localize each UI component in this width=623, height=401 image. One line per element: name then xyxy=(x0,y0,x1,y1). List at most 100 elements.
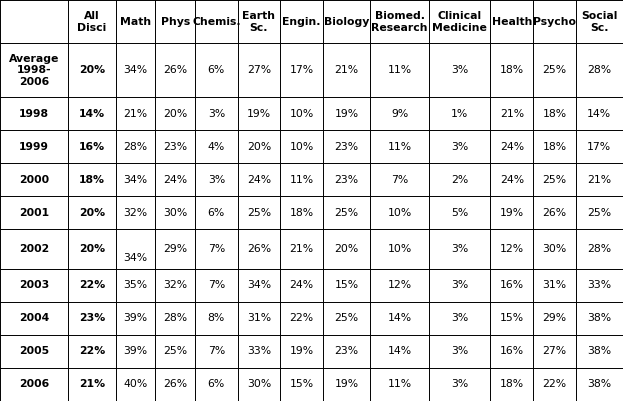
Text: 7%: 7% xyxy=(207,280,225,290)
Text: 2003: 2003 xyxy=(19,280,49,290)
Text: 7%: 7% xyxy=(391,175,408,185)
Text: 3%: 3% xyxy=(207,109,225,119)
Text: 12%: 12% xyxy=(388,280,412,290)
Text: 10%: 10% xyxy=(290,142,314,152)
Text: 18%: 18% xyxy=(79,175,105,185)
Text: 40%: 40% xyxy=(123,379,148,389)
Text: 29%: 29% xyxy=(542,313,566,323)
Text: 18%: 18% xyxy=(290,208,313,218)
Text: 12%: 12% xyxy=(500,244,524,254)
Text: 25%: 25% xyxy=(542,65,566,75)
Text: Biomed.
Research: Biomed. Research xyxy=(371,11,428,32)
Text: 21%: 21% xyxy=(500,109,524,119)
Text: 2002: 2002 xyxy=(19,244,49,254)
Text: Earth
Sc.: Earth Sc. xyxy=(242,11,275,32)
Text: 8%: 8% xyxy=(207,313,225,323)
Text: 39%: 39% xyxy=(123,313,148,323)
Text: 18%: 18% xyxy=(542,109,566,119)
Text: 27%: 27% xyxy=(247,65,271,75)
Text: 14%: 14% xyxy=(587,109,611,119)
Text: 9%: 9% xyxy=(391,109,408,119)
Text: 6%: 6% xyxy=(207,65,225,75)
Text: 3%: 3% xyxy=(451,65,468,75)
Text: 11%: 11% xyxy=(290,175,313,185)
Text: 22%: 22% xyxy=(542,379,566,389)
Text: 19%: 19% xyxy=(335,379,359,389)
Text: 10%: 10% xyxy=(388,208,412,218)
Text: 3%: 3% xyxy=(451,346,468,356)
Text: 21%: 21% xyxy=(587,175,611,185)
Text: 30%: 30% xyxy=(163,208,188,218)
Text: 23%: 23% xyxy=(163,142,188,152)
Text: 28%: 28% xyxy=(587,65,611,75)
Text: Engin.: Engin. xyxy=(282,17,321,27)
Text: 33%: 33% xyxy=(247,346,271,356)
Text: 20%: 20% xyxy=(78,65,105,75)
Text: 16%: 16% xyxy=(500,280,524,290)
Text: 25%: 25% xyxy=(335,208,359,218)
Text: 21%: 21% xyxy=(78,379,105,389)
Text: 10%: 10% xyxy=(388,244,412,254)
Text: 19%: 19% xyxy=(335,109,359,119)
Text: 26%: 26% xyxy=(163,379,188,389)
Text: 18%: 18% xyxy=(500,379,524,389)
Text: 3%: 3% xyxy=(451,379,468,389)
Text: 24%: 24% xyxy=(500,142,524,152)
Text: 25%: 25% xyxy=(587,208,611,218)
Text: Biology: Biology xyxy=(324,17,369,27)
Text: 39%: 39% xyxy=(123,346,148,356)
Text: Social
Sc.: Social Sc. xyxy=(581,11,617,32)
Text: 2005: 2005 xyxy=(19,346,49,356)
Text: 24%: 24% xyxy=(500,175,524,185)
Text: 32%: 32% xyxy=(163,280,188,290)
Text: 26%: 26% xyxy=(163,65,188,75)
Text: 21%: 21% xyxy=(123,109,148,119)
Text: 4%: 4% xyxy=(207,142,225,152)
Text: Chemis.: Chemis. xyxy=(192,17,240,27)
Text: 16%: 16% xyxy=(500,346,524,356)
Text: 34%: 34% xyxy=(123,65,148,75)
Text: 2001: 2001 xyxy=(19,208,49,218)
Text: 24%: 24% xyxy=(290,280,313,290)
Text: Psycho: Psycho xyxy=(533,17,576,27)
Text: 20%: 20% xyxy=(247,142,271,152)
Text: 6%: 6% xyxy=(207,208,225,218)
Text: 22%: 22% xyxy=(78,346,105,356)
Text: 1998: 1998 xyxy=(19,109,49,119)
Text: 31%: 31% xyxy=(247,313,271,323)
Text: 11%: 11% xyxy=(388,65,412,75)
Text: 38%: 38% xyxy=(587,379,611,389)
Text: 14%: 14% xyxy=(388,346,412,356)
Text: 34%: 34% xyxy=(247,280,271,290)
Text: 25%: 25% xyxy=(163,346,188,356)
Text: 22%: 22% xyxy=(78,280,105,290)
Text: Phys: Phys xyxy=(161,17,190,27)
Text: 27%: 27% xyxy=(542,346,566,356)
Text: 1%: 1% xyxy=(451,109,468,119)
Text: 25%: 25% xyxy=(542,175,566,185)
Text: 7%: 7% xyxy=(207,244,225,254)
Text: 34%: 34% xyxy=(123,175,148,185)
Text: Health: Health xyxy=(492,17,532,27)
Text: 23%: 23% xyxy=(335,346,359,356)
Text: 33%: 33% xyxy=(587,280,611,290)
Text: 30%: 30% xyxy=(247,379,271,389)
Text: 14%: 14% xyxy=(78,109,105,119)
Text: 38%: 38% xyxy=(587,346,611,356)
Text: 28%: 28% xyxy=(163,313,188,323)
Text: 16%: 16% xyxy=(78,142,105,152)
Text: 19%: 19% xyxy=(290,346,313,356)
Text: 26%: 26% xyxy=(247,244,271,254)
Text: 14%: 14% xyxy=(388,313,412,323)
Text: 20%: 20% xyxy=(78,208,105,218)
Text: 7%: 7% xyxy=(207,346,225,356)
Text: 1999: 1999 xyxy=(19,142,49,152)
Text: 29%: 29% xyxy=(163,244,188,254)
Text: 18%: 18% xyxy=(500,65,524,75)
Text: 20%: 20% xyxy=(78,244,105,254)
Text: 19%: 19% xyxy=(247,109,271,119)
Text: 23%: 23% xyxy=(78,313,105,323)
Text: 21%: 21% xyxy=(335,65,359,75)
Text: 2004: 2004 xyxy=(19,313,49,323)
Text: 20%: 20% xyxy=(163,109,188,119)
